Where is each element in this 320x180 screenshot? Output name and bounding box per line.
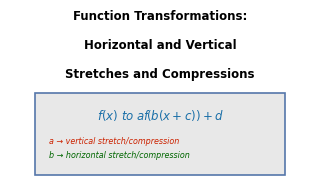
- Text: Horizontal and Vertical: Horizontal and Vertical: [84, 39, 236, 52]
- Text: b → horizontal stretch/compression: b → horizontal stretch/compression: [49, 151, 190, 160]
- Text: Function Transformations:: Function Transformations:: [73, 10, 247, 23]
- Text: Stretches and Compressions: Stretches and Compressions: [65, 68, 255, 81]
- FancyBboxPatch shape: [35, 93, 285, 175]
- Text: a → vertical stretch/compression: a → vertical stretch/compression: [49, 137, 180, 146]
- Text: $f(x)\ \mathit{to}\ af\!\left(b(x+c)\right)+d$: $f(x)\ \mathit{to}\ af\!\left(b(x+c)\rig…: [97, 108, 223, 123]
